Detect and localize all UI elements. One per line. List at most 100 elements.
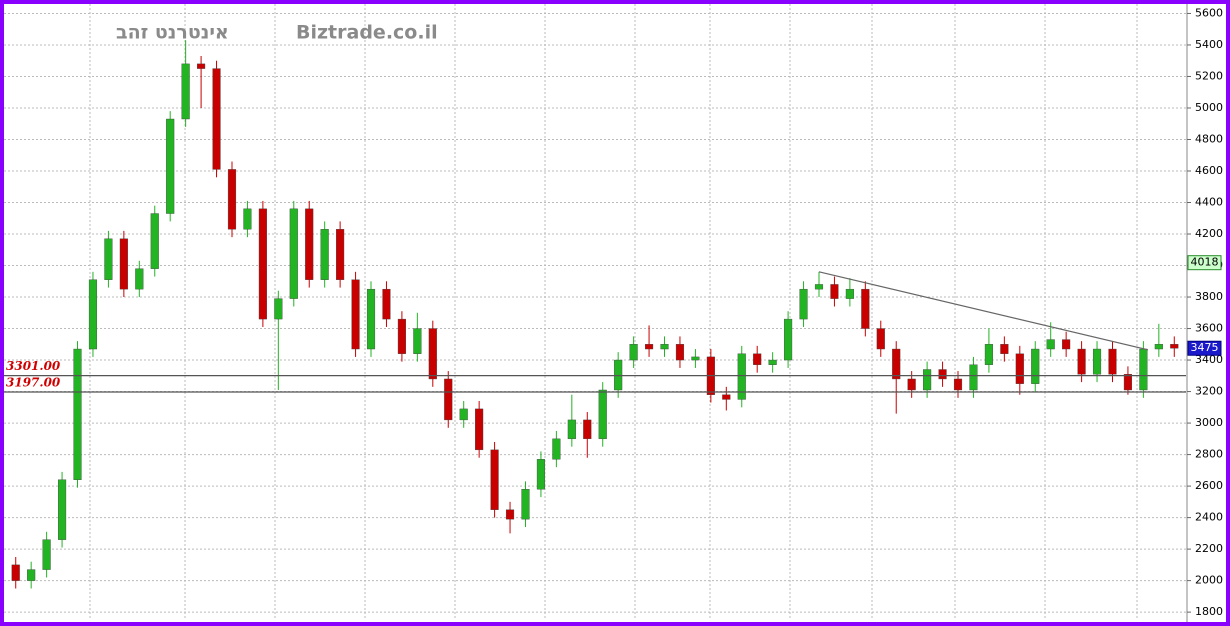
candle-body bbox=[536, 459, 545, 490]
candle-body bbox=[1077, 348, 1086, 375]
candle-body bbox=[366, 288, 376, 350]
candle-body bbox=[845, 288, 854, 299]
level-label: 3197.00 bbox=[6, 376, 61, 390]
candle-body bbox=[675, 344, 685, 361]
candle-body bbox=[1154, 344, 1163, 350]
candle-body bbox=[521, 489, 530, 520]
y-tick-label: 3800 bbox=[1195, 290, 1223, 303]
candle-body bbox=[784, 318, 793, 361]
candle-body bbox=[1000, 344, 1009, 354]
candle-body bbox=[1170, 344, 1179, 349]
candle-body bbox=[598, 389, 607, 440]
candle-body bbox=[413, 328, 422, 354]
candle-body bbox=[1062, 339, 1071, 350]
watermark: Biztrade.co.il bbox=[296, 22, 438, 44]
price-marker bbox=[1187, 255, 1222, 271]
candle-body bbox=[351, 279, 360, 350]
candle-body bbox=[1092, 348, 1102, 375]
candle-body bbox=[861, 288, 870, 329]
y-tick-label: 4200 bbox=[1195, 227, 1223, 240]
candle-body bbox=[459, 408, 468, 421]
candle-body bbox=[1015, 353, 1024, 384]
candle-body bbox=[923, 369, 932, 391]
candle-body bbox=[320, 229, 329, 280]
y-tick-label: 3200 bbox=[1195, 385, 1223, 398]
candle-body bbox=[475, 408, 484, 451]
candle-body bbox=[938, 369, 947, 380]
price-marker-label: 3475 bbox=[1191, 341, 1219, 354]
candle-body bbox=[814, 284, 824, 290]
candle-body bbox=[27, 569, 36, 581]
candle-body bbox=[984, 344, 993, 365]
candle-body bbox=[58, 479, 67, 540]
candle-body bbox=[1046, 339, 1055, 350]
candle-body bbox=[1139, 348, 1148, 391]
candle-body bbox=[397, 318, 406, 354]
y-tick-label: 2600 bbox=[1195, 479, 1223, 492]
candle-body bbox=[583, 419, 592, 440]
candle-body bbox=[660, 344, 669, 350]
chart-title: אינטרנט זהב bbox=[116, 22, 229, 44]
y-tick-label: 3400 bbox=[1195, 353, 1223, 366]
candle-body bbox=[197, 63, 206, 69]
candle-body bbox=[799, 288, 808, 320]
candle-body bbox=[969, 364, 978, 391]
candle-body bbox=[243, 208, 252, 230]
price-marker-label: 4018 bbox=[1191, 256, 1219, 269]
candle-body bbox=[444, 378, 453, 421]
y-tick-label: 4600 bbox=[1195, 164, 1223, 177]
candle-body bbox=[737, 353, 746, 400]
candle-body bbox=[382, 288, 391, 320]
candle-body bbox=[552, 438, 561, 460]
candle-body bbox=[104, 238, 113, 280]
candle-body bbox=[150, 213, 159, 269]
candle-body bbox=[289, 208, 298, 299]
candle-body bbox=[892, 348, 901, 380]
candle-body bbox=[274, 298, 283, 320]
y-tick-label: 2200 bbox=[1195, 542, 1223, 555]
candle-body bbox=[722, 394, 731, 400]
candle-body bbox=[953, 378, 963, 391]
candle-body bbox=[645, 344, 654, 350]
y-tick-label: 1800 bbox=[1195, 605, 1223, 618]
y-tick-label: 4400 bbox=[1195, 196, 1223, 209]
candle-body bbox=[768, 359, 777, 365]
trendline bbox=[818, 271, 1149, 351]
candle-body bbox=[42, 539, 51, 570]
candle-body bbox=[1108, 348, 1117, 375]
candle-body bbox=[88, 279, 98, 350]
candle-body bbox=[830, 284, 839, 299]
candle-body bbox=[227, 169, 237, 230]
candle-body bbox=[166, 118, 175, 214]
candle-body bbox=[753, 353, 762, 365]
y-tick-label: 3000 bbox=[1195, 416, 1223, 429]
price-marker bbox=[1187, 340, 1222, 356]
y-tick-label: 3600 bbox=[1195, 322, 1223, 335]
y-tick-label: 5200 bbox=[1195, 69, 1223, 82]
candle-body bbox=[428, 328, 437, 380]
candle-body bbox=[119, 238, 128, 290]
candle-body bbox=[135, 268, 144, 290]
candle-body bbox=[490, 449, 499, 510]
candle-body bbox=[876, 328, 885, 350]
y-tick-label: 5400 bbox=[1195, 38, 1223, 51]
level-label: 3301.00 bbox=[6, 359, 61, 373]
candle-body bbox=[1123, 374, 1132, 391]
y-tick-label: 2000 bbox=[1195, 574, 1223, 587]
candle-body bbox=[691, 356, 700, 361]
candle-body bbox=[336, 229, 345, 280]
candle-body bbox=[212, 68, 221, 170]
candle-body bbox=[258, 208, 267, 320]
candle-body bbox=[907, 378, 916, 391]
y-tick-label: 4800 bbox=[1195, 132, 1223, 145]
candle-body bbox=[567, 419, 576, 440]
y-tick-label: 2800 bbox=[1195, 448, 1223, 461]
candle-body bbox=[505, 509, 515, 520]
candle-body bbox=[181, 63, 190, 120]
candle-body bbox=[73, 348, 82, 480]
y-tick-label: 5000 bbox=[1195, 101, 1223, 114]
candle-body bbox=[629, 344, 638, 361]
candle-body bbox=[305, 208, 314, 280]
